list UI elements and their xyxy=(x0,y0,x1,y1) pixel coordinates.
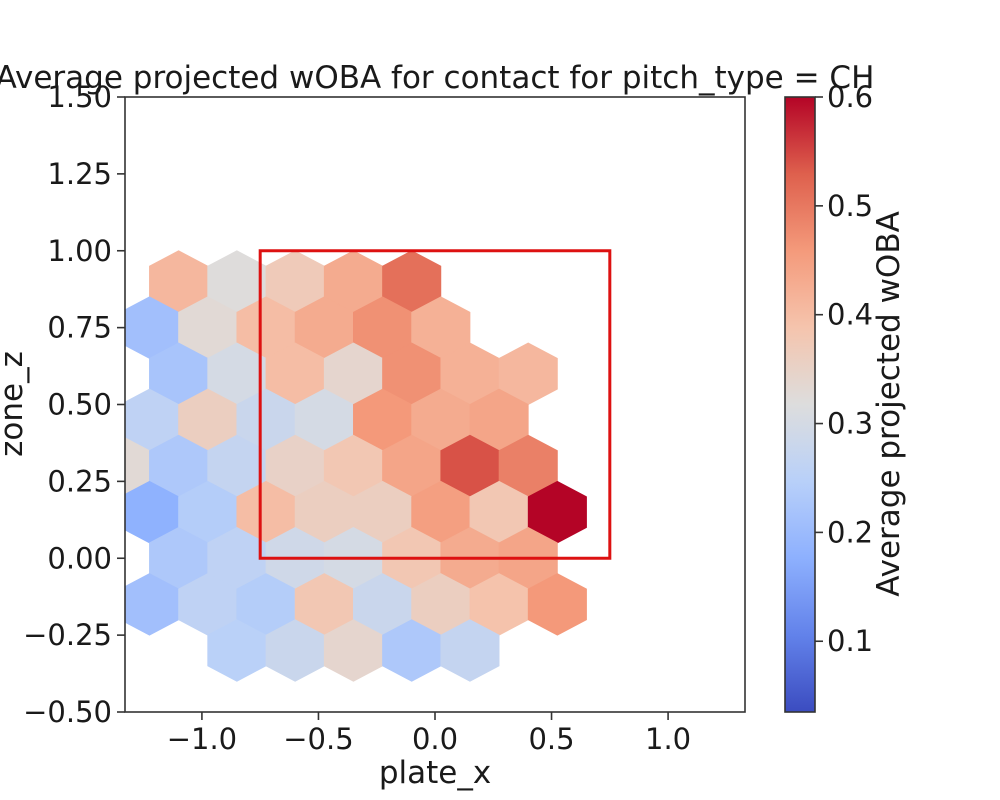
colorbar-tick-label: 0.5 xyxy=(827,189,873,223)
colorbar xyxy=(784,96,816,713)
colorbar-tick-label: 0.2 xyxy=(827,515,873,549)
y-axis-label: zone_z xyxy=(0,351,30,457)
colorbar-label: Average projected wOBA xyxy=(871,211,907,597)
y-tick-label: 0.75 xyxy=(47,311,112,345)
hex-cell xyxy=(440,619,500,682)
y-tick-label: 0.25 xyxy=(47,464,112,498)
x-axis-ticks: −1.0 −0.5 0.0 0.5 1.0 xyxy=(167,712,691,756)
x-tick-label: 0.0 xyxy=(412,722,458,756)
y-tick-label: 0.00 xyxy=(47,541,112,575)
chart-title: Average projected wOBA for contact for p… xyxy=(0,60,874,96)
y-tick-label: −0.50 xyxy=(23,695,112,729)
x-tick-label: 0.5 xyxy=(528,722,574,756)
x-axis-label: plate_x xyxy=(379,755,491,791)
x-tick-label: −0.5 xyxy=(283,722,353,756)
y-tick-label: −0.25 xyxy=(23,618,112,652)
y-axis-ticks: −0.50 −0.25 0.00 0.25 0.50 0.75 1.00 1.25 1.50 xyxy=(23,80,125,729)
colorbar-tick-label: 0.1 xyxy=(827,624,873,658)
y-tick-label: 1.50 xyxy=(47,80,112,114)
hex-cell xyxy=(527,573,587,636)
x-tick-label: 1.0 xyxy=(645,722,691,756)
strike-zone-box xyxy=(258,249,612,560)
colorbar-ticks: 0.1 0.2 0.3 0.4 0.5 0.6 xyxy=(815,80,873,658)
hexbin-cells xyxy=(125,250,587,682)
y-tick-label: 1.25 xyxy=(47,157,112,191)
y-tick-label: 0.50 xyxy=(47,388,112,422)
y-tick-label: 1.00 xyxy=(47,234,112,268)
colorbar-tick-label: 0.6 xyxy=(827,80,873,114)
x-tick-label: −1.0 xyxy=(167,722,237,756)
colorbar-tick-label: 0.3 xyxy=(827,407,873,441)
colorbar-tick-label: 0.4 xyxy=(827,298,873,332)
